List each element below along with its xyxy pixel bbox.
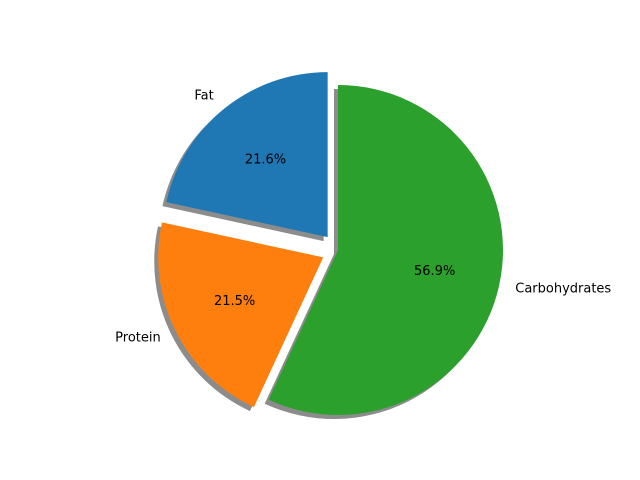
- pie-slices: [158, 72, 503, 415]
- pie-slice-carbohydrates: [268, 85, 503, 415]
- slice-label-protein: Protein: [115, 331, 161, 346]
- pct-label-fat: 21.6%: [245, 153, 286, 168]
- slice-label-fat: Fat: [194, 88, 213, 103]
- slice-labels: 21.6% Fat 21.5% Protein 56.9% Carbohydrates: [115, 88, 611, 345]
- pie-slice-protein: [158, 222, 324, 408]
- pct-label-protein: 21.5%: [214, 294, 255, 309]
- pie-slice-fat: [166, 72, 328, 238]
- pct-label-carbohydrates: 56.9%: [414, 264, 455, 279]
- slice-label-carbohydrates: Carbohydrates: [515, 282, 611, 297]
